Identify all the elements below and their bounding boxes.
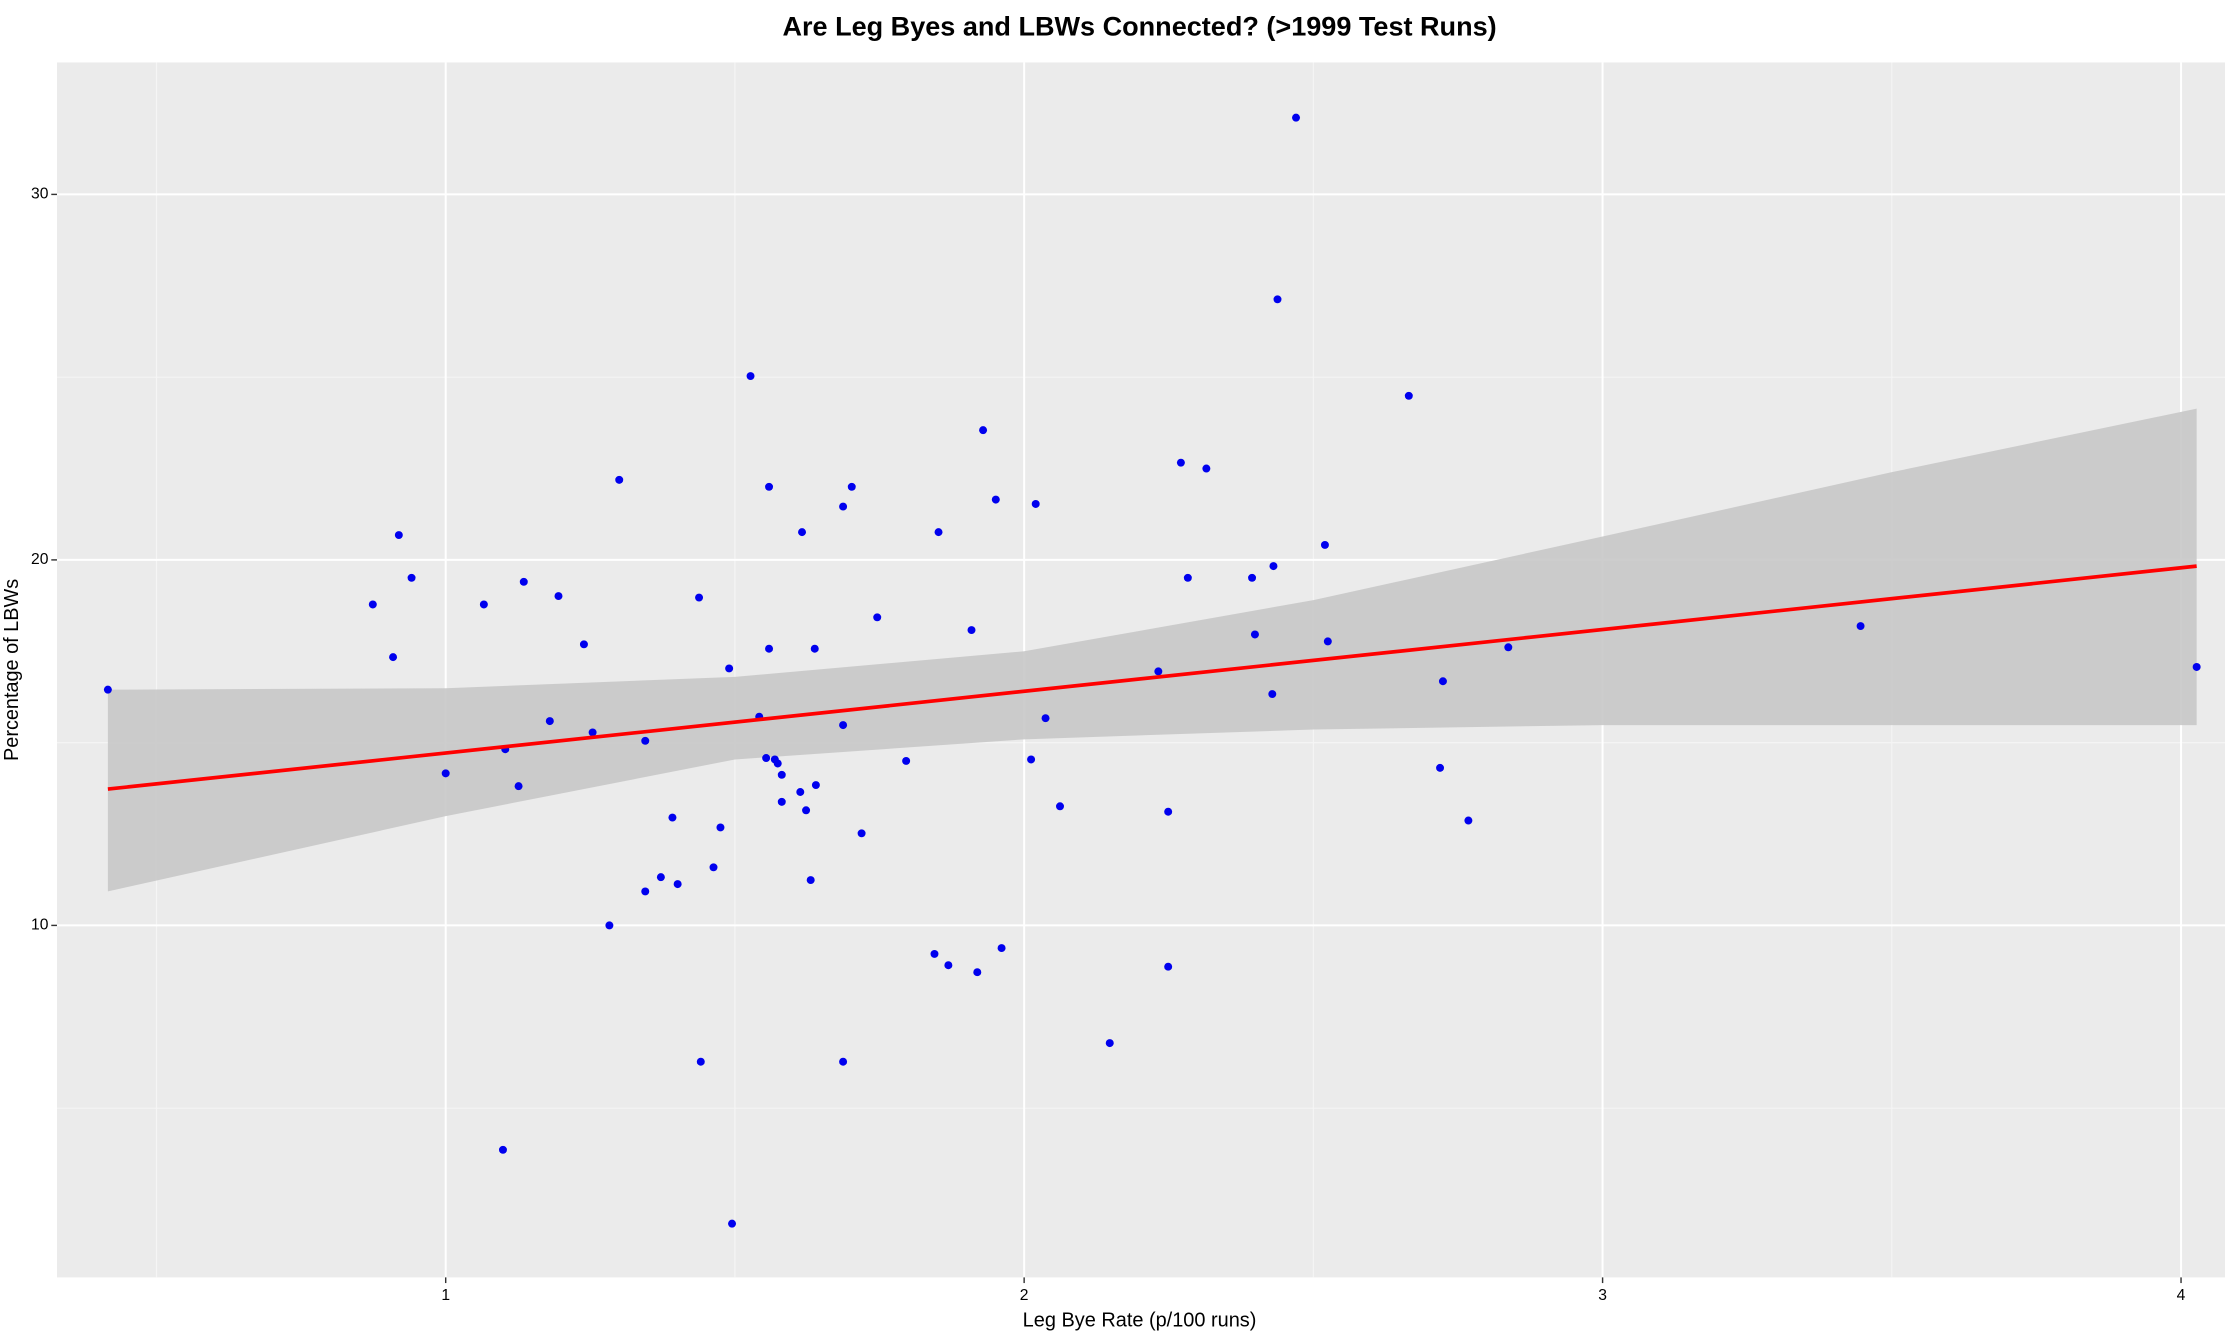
y-tick-label: 10 <box>31 917 49 934</box>
point <box>777 770 786 779</box>
x-tick-label: 2 <box>1020 1287 1029 1304</box>
confidence-band <box>107 408 2197 892</box>
point <box>1031 500 1040 508</box>
point <box>1436 763 1445 772</box>
y-tick-label: 20 <box>31 551 49 568</box>
y-axis-label: Percentage of LBWs <box>1 579 23 761</box>
point <box>802 806 811 815</box>
point <box>1292 113 1301 122</box>
point <box>1268 690 1277 699</box>
point <box>103 685 112 694</box>
point <box>746 372 755 381</box>
x-axis-label: Leg Bye Rate (p/100 runs) <box>1023 1310 1257 1332</box>
point <box>798 528 807 537</box>
point <box>944 961 953 970</box>
point <box>1183 573 1192 582</box>
point <box>1154 667 1163 676</box>
point <box>1404 391 1413 400</box>
point <box>1856 622 1865 631</box>
point <box>479 600 488 609</box>
point <box>725 664 734 673</box>
point <box>696 1057 705 1066</box>
point <box>545 717 554 726</box>
point <box>1320 540 1329 549</box>
point <box>839 1057 848 1066</box>
point <box>641 736 650 745</box>
point <box>997 944 1006 953</box>
point <box>2192 663 2201 671</box>
point <box>1041 714 1050 723</box>
point <box>656 873 665 882</box>
point <box>641 887 650 896</box>
point <box>588 728 597 737</box>
point <box>1164 807 1173 816</box>
point <box>1438 677 1447 686</box>
point <box>407 573 416 582</box>
point <box>615 475 624 484</box>
point <box>979 426 988 435</box>
point <box>811 781 820 790</box>
point <box>902 756 911 765</box>
point <box>514 782 523 791</box>
point <box>1504 643 1513 652</box>
point <box>1056 802 1064 811</box>
point <box>765 644 774 653</box>
point <box>1323 637 1332 646</box>
point <box>1248 573 1257 582</box>
point <box>857 829 866 838</box>
point <box>695 593 704 602</box>
point <box>839 721 848 730</box>
point <box>796 788 805 796</box>
point <box>762 754 771 762</box>
point <box>519 577 528 586</box>
chart-title: Are Leg Byes and LBWs Connected? (>1999 … <box>782 12 1496 42</box>
plot-layer <box>56 62 2225 1278</box>
point <box>1250 630 1259 639</box>
point <box>873 613 882 622</box>
point <box>1273 295 1282 304</box>
point <box>765 482 774 491</box>
point <box>1202 464 1211 473</box>
point <box>967 626 976 635</box>
point <box>394 531 403 540</box>
point <box>973 968 982 977</box>
point <box>668 813 677 822</box>
point <box>389 653 398 662</box>
point <box>934 528 943 537</box>
x-tick-label: 4 <box>2177 1287 2186 1304</box>
point <box>605 921 614 930</box>
point <box>810 644 819 653</box>
point <box>930 949 939 958</box>
point <box>554 592 563 601</box>
y-tick-label: 30 <box>31 186 49 203</box>
point <box>1027 755 1036 764</box>
point <box>579 640 588 649</box>
point <box>441 769 450 778</box>
point <box>847 482 856 491</box>
point <box>716 823 725 832</box>
point <box>498 1145 507 1154</box>
x-tick-label: 3 <box>1598 1287 1607 1304</box>
point <box>773 759 782 768</box>
point <box>1176 458 1185 467</box>
point <box>709 863 718 872</box>
point <box>673 880 682 889</box>
point <box>991 495 1000 504</box>
point <box>777 797 786 806</box>
point <box>1269 562 1278 571</box>
x-tick-label: 1 <box>441 1287 450 1304</box>
point <box>728 1219 737 1228</box>
point <box>368 600 377 609</box>
point <box>1105 1039 1114 1048</box>
point <box>839 502 848 511</box>
fit-line <box>107 564 2197 791</box>
point <box>806 876 815 885</box>
point <box>1464 816 1473 825</box>
point <box>1164 962 1173 971</box>
